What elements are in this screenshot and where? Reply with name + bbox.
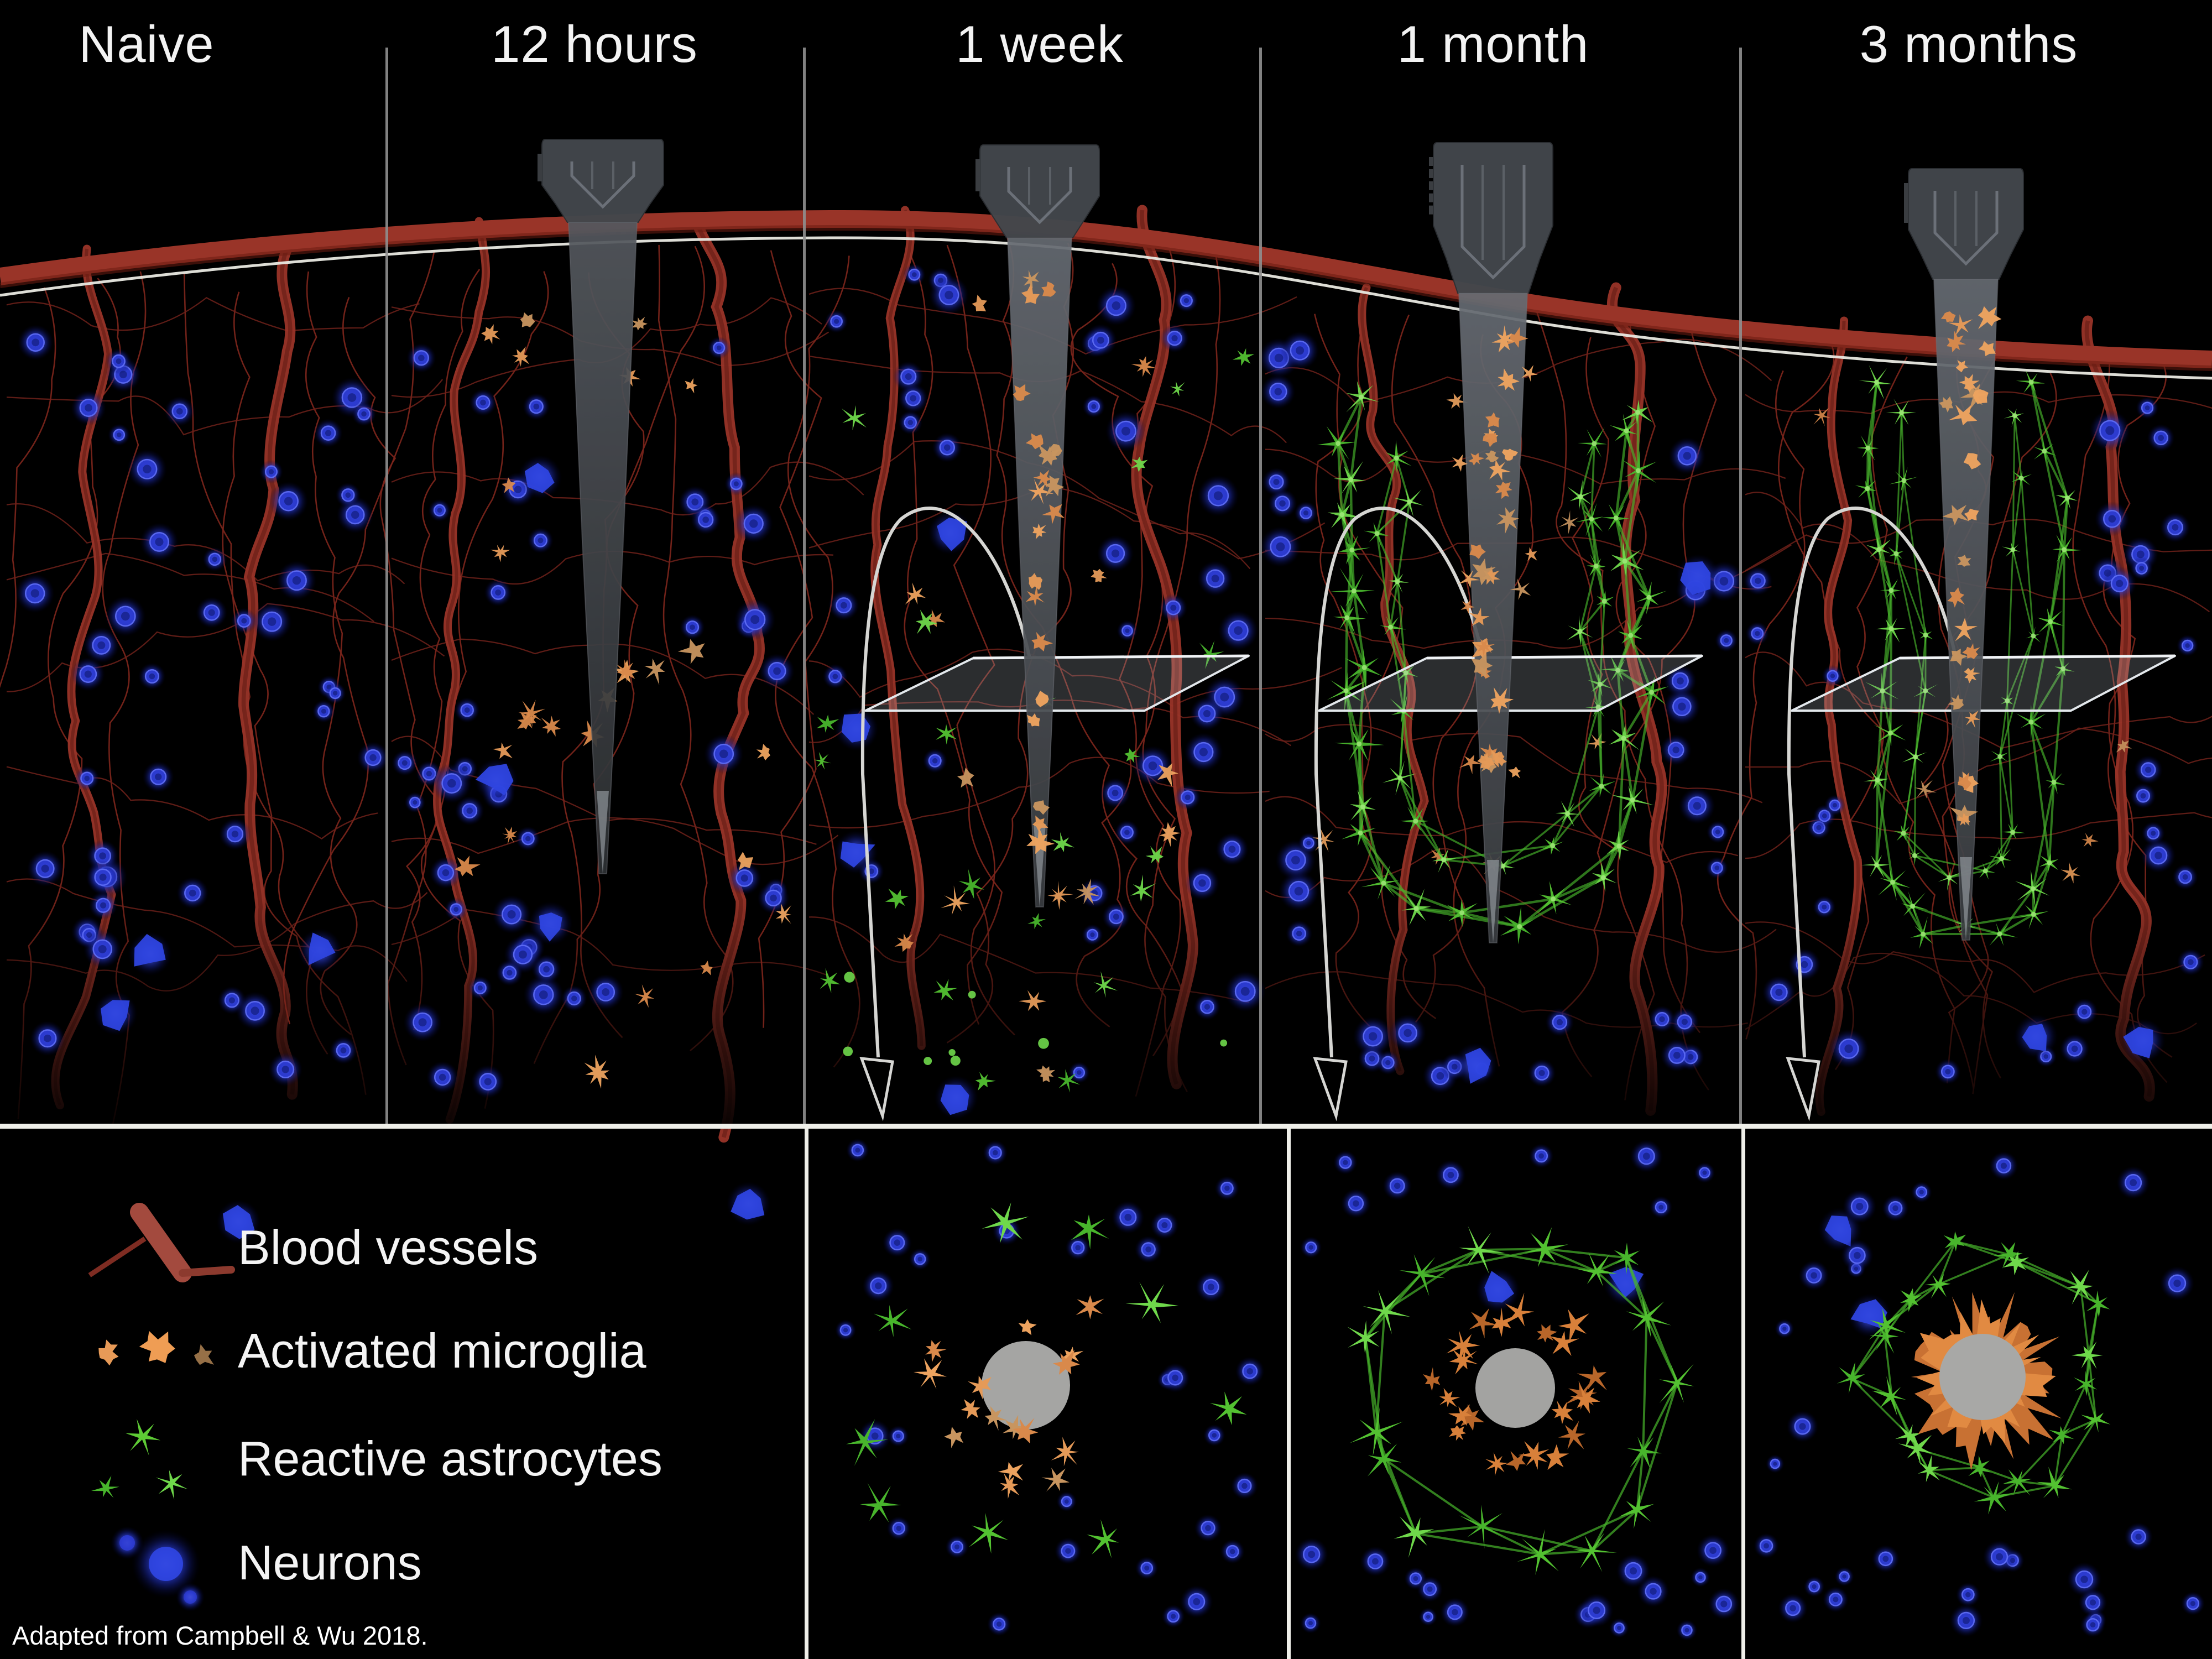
implanted-probe-m1: [1429, 142, 1553, 943]
panel-cells-h12: [392, 312, 795, 1226]
cross-section-inset-3-months: [1753, 1151, 2205, 1637]
timepoint-label-3-months: 3 months: [1859, 15, 2078, 73]
panel-cells-w1: [813, 263, 1266, 1121]
timepoint-label-1-month: 1 month: [1397, 15, 1589, 73]
panel-divider: [1739, 48, 1742, 1124]
panel-divider: [803, 48, 806, 1124]
inset-divider: [805, 1129, 808, 1659]
inset-divider: [1741, 1129, 1745, 1659]
legend-label-neurons: Neurons: [238, 1535, 422, 1590]
probe-core: [982, 1341, 1070, 1430]
timepoint-label-12-hours: 12 hours: [491, 15, 698, 73]
section-arrow-m3: [1786, 506, 1958, 1121]
astrocyte-sheath-m1: [1364, 427, 1616, 876]
section-plane-m3: [1791, 654, 2176, 712]
probe-core: [1939, 1334, 2026, 1420]
pial-surface-line: [0, 236, 2212, 380]
cross-section-inset-1-week: [834, 1138, 1265, 1636]
legend-label-reactive-astrocytes: Reactive astrocytes: [238, 1431, 662, 1486]
timepoint-label-1-week: 1 week: [956, 15, 1124, 73]
timepoint-label-naive: Naive: [79, 15, 215, 73]
section-plane-w1: [864, 654, 1250, 712]
neuron-icon: [111, 1526, 205, 1611]
implanted-probe-m3: [1904, 168, 2024, 941]
probe-core: [1475, 1348, 1555, 1428]
legend-label-activated-microglia: Activated microglia: [238, 1323, 646, 1378]
cross-section-inset-1-month: [1295, 1139, 1740, 1641]
legend-label-blood-vessels: Blood vessels: [238, 1220, 538, 1275]
section-divider-horizontal: [0, 1124, 2212, 1129]
panel-divider: [1259, 48, 1262, 1124]
astrocyte-sheath-m3: [1886, 399, 2041, 891]
panel-tissue-w1: [758, 205, 1342, 1124]
implanted-probe-h12: [538, 139, 664, 874]
panel-cells-m1: [1259, 331, 1744, 1313]
inset-divider: [1287, 1129, 1291, 1659]
section-arrow-m1: [1313, 506, 1485, 1121]
surface-vessel: [0, 210, 2212, 368]
implanted-probe-w1: [975, 144, 1100, 907]
reactive-astrocyte-icon: [91, 1418, 188, 1500]
panel-cells-m3: [1743, 365, 2205, 1338]
astrocyte-sheath-m1: [1317, 381, 1669, 945]
panel-cells-naive: [15, 324, 389, 1244]
figure-caption: Adapted from Campbell & Wu 2018.: [12, 1621, 428, 1650]
blood-vessel-icon: [88, 1203, 235, 1282]
panel-divider: [385, 48, 388, 1124]
activated-microglia-icon: [98, 1331, 214, 1366]
section-arrow-w1: [859, 506, 1031, 1121]
astrocyte-sheath-m3: [1855, 365, 2081, 949]
